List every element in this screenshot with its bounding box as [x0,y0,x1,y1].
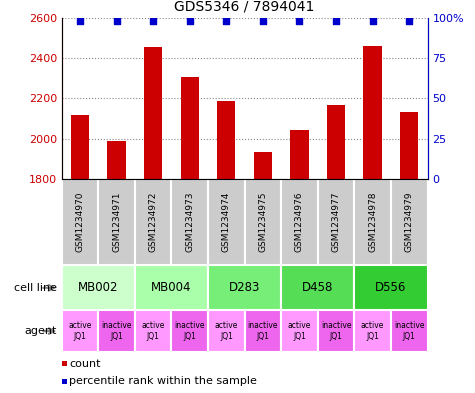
Bar [208,310,245,352]
Text: D458: D458 [302,281,333,294]
Text: inactive
JQ1: inactive JQ1 [101,321,132,341]
Bar [135,265,208,310]
Text: GSM1234971: GSM1234971 [112,192,121,252]
Text: GSM1234976: GSM1234976 [295,192,304,252]
Text: agent: agent [25,326,57,336]
Bar [245,310,281,352]
Bar [281,179,318,265]
Point [113,18,121,24]
Bar [180,77,199,179]
Text: MB004: MB004 [151,281,192,294]
Text: D283: D283 [229,281,260,294]
Point [405,18,413,24]
Bar [363,46,382,179]
Bar [135,310,171,352]
Text: inactive
JQ1: inactive JQ1 [174,321,205,341]
Text: active
JQ1: active JQ1 [68,321,92,341]
Point [222,18,230,24]
Point [186,18,194,24]
Bar [135,179,171,265]
Text: MB002: MB002 [78,281,119,294]
Bar [98,179,135,265]
Text: percentile rank within the sample: percentile rank within the sample [69,376,257,386]
Point [149,18,157,24]
Title: GDS5346 / 7894041: GDS5346 / 7894041 [174,0,315,14]
Bar [354,179,391,265]
Bar [171,179,208,265]
Bar [327,105,345,179]
Text: GSM1234970: GSM1234970 [76,192,85,252]
Text: active
JQ1: active JQ1 [142,321,165,341]
Text: active
JQ1: active JQ1 [215,321,238,341]
Bar [281,310,318,352]
Bar [318,310,354,352]
Text: GSM1234975: GSM1234975 [258,192,267,252]
Text: inactive
JQ1: inactive JQ1 [321,321,352,341]
Bar [98,310,135,352]
Point [332,18,340,24]
Bar [391,179,428,265]
Text: inactive
JQ1: inactive JQ1 [394,321,425,341]
Text: GSM1234973: GSM1234973 [185,192,194,252]
Bar [245,179,281,265]
Bar [144,47,162,179]
Bar [208,265,281,310]
Bar [171,310,208,352]
Text: count: count [69,358,100,369]
Bar [254,152,272,179]
Point [76,18,84,24]
Text: active
JQ1: active JQ1 [288,321,311,341]
Point [295,18,304,24]
Text: GSM1234978: GSM1234978 [368,192,377,252]
Bar [354,265,428,310]
Bar [62,310,98,352]
Text: cell line: cell line [14,283,57,293]
Bar [290,130,309,179]
Bar [391,310,428,352]
Text: GSM1234974: GSM1234974 [222,192,231,252]
Bar [107,141,126,179]
Text: inactive
JQ1: inactive JQ1 [247,321,278,341]
Point [259,18,267,24]
Point [369,18,377,24]
Text: GSM1234977: GSM1234977 [332,192,341,252]
Bar [208,179,245,265]
Bar [400,112,418,179]
Bar [217,101,236,179]
Bar [281,265,354,310]
Text: GSM1234979: GSM1234979 [405,192,414,252]
Text: D556: D556 [375,281,407,294]
Bar [354,310,391,352]
Bar [62,265,135,310]
Bar [62,179,98,265]
Text: active
JQ1: active JQ1 [361,321,384,341]
Bar [71,116,89,179]
Bar [318,179,354,265]
Text: GSM1234972: GSM1234972 [149,192,158,252]
